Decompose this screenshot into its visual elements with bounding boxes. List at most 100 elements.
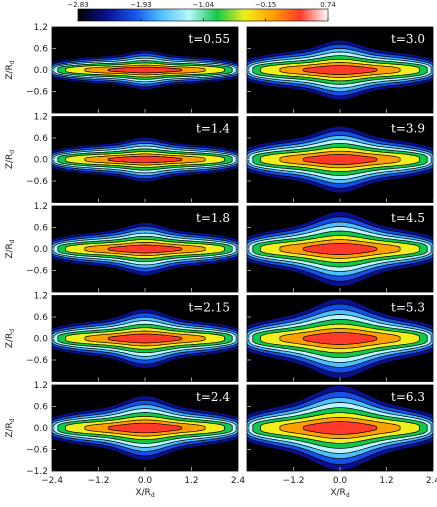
y-tick-label: 0.0 [34, 424, 49, 434]
contour-level-8 [107, 244, 183, 254]
y-tick-label: 1.2 [34, 23, 48, 33]
y-tick-label: −0.6 [26, 356, 48, 366]
y-axis-title-subscript: d [9, 329, 16, 333]
y-tick-label: −0.6 [26, 267, 48, 277]
colorbar-tick-label: −2.83 [67, 1, 88, 9]
panel-ticks [246, 26, 434, 114]
y-tick-label: 1.2 [34, 381, 48, 391]
y-axis-title-subscript: d [9, 150, 16, 154]
x-tick-label: 0.0 [138, 476, 153, 486]
y-tick-label: 0.6 [34, 313, 49, 323]
panel-6: t=4.5 [247, 206, 433, 292]
y-tick-label: −0.6 [26, 177, 48, 187]
panel-9: t=2.4 [52, 385, 238, 471]
y-axis-title-subscript: d [9, 60, 16, 64]
panel-time-label: t=6.3 [391, 390, 425, 404]
panel-time-label: t=3.0 [391, 32, 425, 46]
contour-level-8 [302, 332, 378, 345]
panel-time-label: t=4.5 [391, 211, 425, 225]
contour-level-8 [107, 422, 183, 434]
y-tick-label: 0.0 [34, 335, 49, 345]
panel-frame [51, 26, 239, 114]
panel-grid: t=0.55 t=3.0 t=1.4 t=3.9 t=1.8 t=4.5 t=2.15 t=5… [52, 27, 433, 471]
panel-time-label: t=2.15 [188, 301, 230, 315]
panel-frame [51, 295, 239, 382]
contour-level-8 [107, 155, 183, 164]
y-tick-label: 0.0 [34, 245, 49, 255]
colorbar-tick-label: −0.15 [255, 1, 276, 9]
contour-level-8 [302, 65, 378, 75]
contour-level-8 [302, 243, 378, 255]
y-axis-title: Z/Rd [5, 418, 16, 437]
panel-frame [246, 384, 434, 472]
y-tick-label: 0.0 [34, 66, 49, 76]
y-axis-title: Z/Rd [5, 239, 16, 258]
panel-time-label: t=2.4 [196, 390, 230, 404]
panel-2: t=3.0 [247, 27, 433, 113]
x-axis-title: X/Rd [135, 488, 154, 499]
panel-frame [51, 205, 239, 293]
panel-ticks [51, 116, 239, 203]
x-tick-label: 2.4 [426, 476, 437, 486]
x-axis-title: X/Rd [330, 488, 349, 499]
y-tick-label: 0.6 [34, 45, 49, 55]
contour-level-8 [302, 421, 378, 435]
colorbar-tick-label: 0.74 [320, 1, 336, 9]
y-axis-title: Z/Rd [5, 150, 16, 169]
panel-ticks [51, 205, 239, 293]
panel-ticks [51, 26, 239, 114]
y-tick-label: 1.2 [34, 292, 48, 302]
panel-frame [51, 116, 239, 203]
x-tick-label: −1.2 [88, 476, 110, 486]
x-tick-label: 0.0 [333, 476, 348, 486]
panel-frame [246, 205, 434, 293]
panel-1: t=0.55 [52, 27, 238, 113]
y-axis-title-subscript: d [9, 418, 16, 422]
axes: 1.2 0.6 0.0 −0.6 Z/Rd 1.2 0.6 0.0 −0.6 Z/Rd 1.2 0.6… [5, 23, 437, 499]
y-axis-title: Z/Rd [5, 329, 16, 348]
y-tick-label: −0.6 [26, 446, 48, 456]
panel-time-label: t=1.8 [196, 211, 230, 225]
y-tick-label: −1.2 [26, 467, 48, 477]
panel-ticks [51, 384, 239, 472]
panel-ticks [246, 116, 434, 203]
y-axis-title: Z/Rd [5, 60, 16, 79]
x-axis-title-subscript: d [151, 492, 155, 499]
panel-time-label: t=3.9 [391, 122, 425, 136]
y-tick-label: 1.2 [34, 202, 48, 212]
panel-frame [246, 116, 434, 203]
panel-ticks [246, 295, 434, 382]
panel-frame [246, 26, 434, 114]
panel-7: t=2.15 [52, 295, 238, 382]
panel-3: t=1.4 [52, 116, 238, 203]
contour-level-8 [107, 333, 183, 344]
x-axis-title-subscript: d [346, 492, 350, 499]
panel-frame [246, 295, 434, 382]
panel-ticks [246, 205, 434, 293]
x-tick-label: −1.2 [283, 476, 305, 486]
panel-time-label: t=1.4 [196, 122, 230, 136]
colorbar-tick-label: −1.04 [193, 1, 215, 9]
x-tick-label: 1.2 [184, 476, 198, 486]
y-tick-label: 0.6 [34, 224, 49, 234]
colorbar-gradient [77, 8, 329, 22]
y-tick-label: −0.6 [26, 88, 48, 98]
colorbar: −2.83 −1.93 −1.04 −0.15 0.74 [67, 1, 336, 22]
contour-level-8 [107, 66, 183, 74]
panel-time-label: t=5.3 [391, 301, 425, 315]
panel-time-label: t=0.55 [188, 32, 230, 46]
y-axis-title-subscript: d [9, 239, 16, 243]
y-tick-label: 0.6 [34, 134, 49, 144]
y-tick-label: 0.0 [34, 156, 49, 166]
panel-frame [51, 384, 239, 472]
colorbar-tick-label: −1.93 [130, 1, 151, 9]
panel-8: t=5.3 [247, 295, 433, 382]
x-tick-label: 2.4 [231, 476, 246, 486]
x-tick-label: 1.2 [379, 476, 393, 486]
panel-ticks [51, 295, 239, 382]
panel-ticks [246, 384, 434, 472]
x-tick-label: −2.4 [41, 476, 63, 486]
contour-level-8 [302, 154, 378, 165]
y-tick-label: 0.6 [34, 403, 49, 413]
